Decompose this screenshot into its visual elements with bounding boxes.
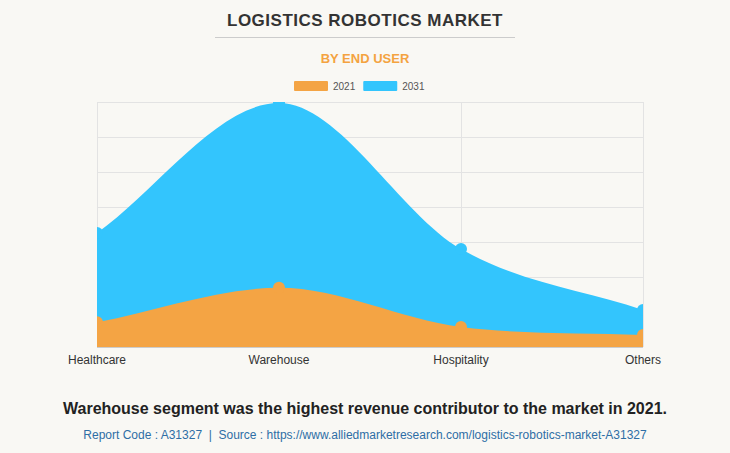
title: LOGISTICS ROBOTICS MARKET [227, 11, 503, 30]
caption: Warehouse segment was the highest revenu… [63, 400, 667, 417]
marker [273, 102, 285, 109]
area [97, 288, 643, 347]
x-tick-label: Others [625, 353, 661, 367]
subtitle: BY END USER [321, 51, 410, 66]
legend-label: 2021 [333, 81, 356, 92]
grid-line [97, 347, 643, 348]
marker [637, 329, 643, 341]
legend-swatch [363, 81, 397, 91]
grid-line [97, 137, 643, 138]
x-axis-line [97, 347, 643, 348]
title-rule [215, 37, 515, 38]
grid-line [97, 102, 643, 103]
area [97, 103, 643, 347]
marker [455, 321, 467, 333]
x-tick-label: Hospitality [433, 353, 488, 367]
marker [455, 243, 467, 255]
x-tick-label: Warehouse [249, 353, 310, 367]
x-tick-label: Healthcare [68, 353, 126, 367]
source: Report Code : A31327 | Source : https://… [83, 428, 647, 442]
chart: LOGISTICS ROBOTICS MARKET BY END USER 2021… [0, 0, 730, 453]
grid [97, 102, 644, 348]
marker [97, 227, 103, 239]
legend-swatch [294, 81, 328, 91]
background [0, 0, 730, 453]
marker [637, 304, 643, 316]
legend-label: 2031 [402, 81, 425, 92]
marker [97, 316, 103, 328]
marker [273, 282, 285, 294]
vertical-grid-line [643, 102, 644, 347]
plot-area [97, 102, 643, 347]
legend: 2021 2031 [294, 81, 425, 92]
